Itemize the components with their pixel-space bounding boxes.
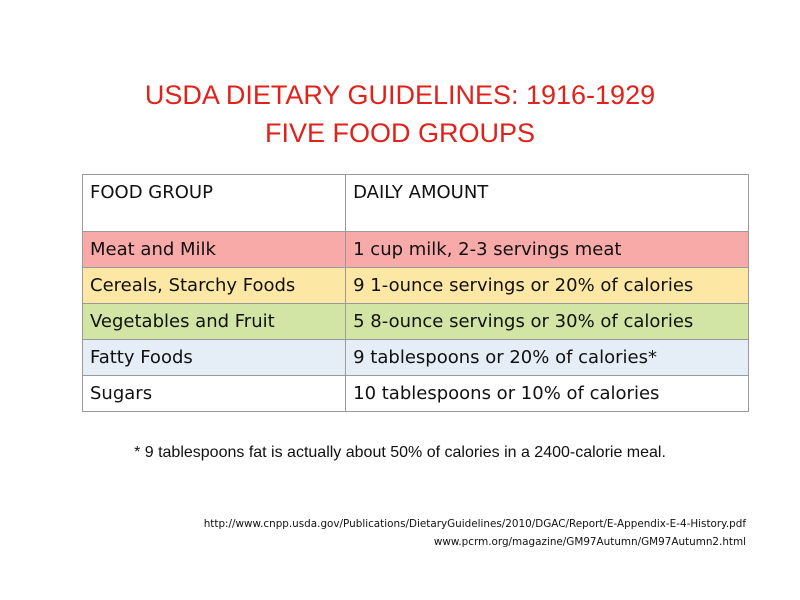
- sources: http://www.cnpp.usda.gov/Publications/Di…: [204, 515, 746, 551]
- table-row: Vegetables and Fruit 5 8-ounce servings …: [81, 303, 749, 340]
- daily-amount-cell: 10 tablespoons or 10% of calories: [345, 375, 749, 412]
- daily-amount-cell: 5 8-ounce servings or 30% of calories: [345, 303, 749, 340]
- page-title: USDA DIETARY GUIDELINES: 1916-1929 FIVE …: [0, 76, 800, 152]
- daily-amount-cell: 9 1-ounce servings or 20% of calories: [345, 267, 749, 304]
- table-row: Cereals, Starchy Foods 9 1-ounce serving…: [81, 267, 749, 304]
- table-header-row: FOOD GROUP DAILY AMOUNT: [81, 174, 749, 232]
- source-link[interactable]: www.pcrm.org/magazine/GM97Autumn/GM97Aut…: [433, 536, 746, 548]
- food-groups-table: FOOD GROUP DAILY AMOUNT Meat and Milk 1 …: [81, 174, 749, 412]
- food-group-cell: Cereals, Starchy Foods: [81, 267, 347, 304]
- food-group-cell: Meat and Milk: [81, 231, 347, 268]
- title-line-1: USDA DIETARY GUIDELINES: 1916-1929: [144, 80, 656, 110]
- table-row: Fatty Foods 9 tablespoons or 20% of calo…: [81, 339, 749, 376]
- daily-amount-cell: 9 tablespoons or 20% of calories*: [345, 339, 749, 376]
- table-row: Meat and Milk 1 cup milk, 2-3 servings m…: [81, 231, 749, 268]
- table-row: Sugars 10 tablespoons or 10% of calories: [81, 375, 749, 412]
- food-group-cell: Vegetables and Fruit: [81, 303, 347, 340]
- header-food-group: FOOD GROUP: [81, 174, 347, 232]
- header-daily-amount: DAILY AMOUNT: [345, 174, 749, 232]
- daily-amount-cell: 1 cup milk, 2-3 servings meat: [345, 231, 749, 268]
- title-line-2: FIVE FOOD GROUPS: [264, 118, 536, 148]
- food-group-cell: Fatty Foods: [81, 339, 347, 376]
- food-group-cell: Sugars: [81, 375, 347, 412]
- footnote: * 9 tablespoons fat is actually about 50…: [134, 444, 666, 461]
- source-link[interactable]: http://www.cnpp.usda.gov/Publications/Di…: [203, 518, 746, 530]
